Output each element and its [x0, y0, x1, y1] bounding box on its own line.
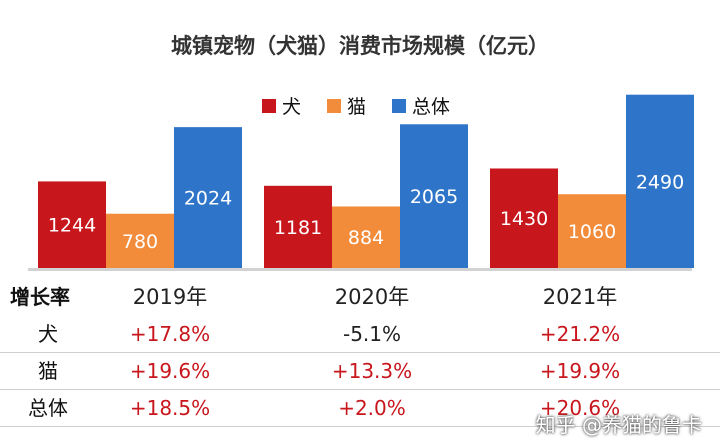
- growth-value: +17.8%: [129, 322, 211, 346]
- data-label-total-2021年: 2490: [636, 171, 684, 193]
- bar-total-2019年: [174, 127, 242, 268]
- year-label-2020: 2020年: [334, 285, 410, 309]
- growth-value: +21.2%: [539, 322, 621, 346]
- data-label-cat-2020年: 884: [348, 227, 384, 249]
- growth-row-cat: 猫 +19.6% +13.3% +19.9%: [0, 353, 720, 390]
- legend-label-dog: 犬: [282, 96, 302, 118]
- legend-swatch-dog: [262, 98, 276, 113]
- growth-value: -5.1%: [342, 322, 402, 346]
- growth-value: +19.9%: [539, 359, 621, 383]
- legend-label-total: 总体: [412, 96, 451, 118]
- data-label-total-2019年: 2024: [184, 188, 232, 210]
- growth-rate-label: 增长率: [10, 285, 70, 309]
- legend-swatch-total: [392, 98, 407, 113]
- legend-item-dog: 犬: [262, 92, 301, 119]
- bar-dog-2020年: [264, 185, 332, 268]
- year-label-2021: 2021年: [542, 285, 618, 309]
- bar-dog-2019年: [38, 181, 106, 268]
- data-label-cat-2021年: 1060: [568, 221, 616, 243]
- data-label-cat-2019年: 780: [122, 231, 158, 253]
- bar-cat-2019年: [106, 213, 174, 268]
- data-label-dog-2019年: 1244: [48, 215, 96, 237]
- bar-total-2021年: [626, 94, 694, 268]
- legend-label-cat: 猫: [347, 96, 367, 118]
- growth-row-label: 猫: [38, 359, 58, 383]
- chart-title: 城镇宠物（犬猫）消费市场规模（亿元）: [171, 34, 549, 58]
- bar-cat-2020年: [332, 206, 400, 268]
- growth-value: +20.6%: [539, 396, 621, 420]
- growth-value: +18.5%: [129, 396, 211, 420]
- legend-item-cat: 猫: [327, 92, 366, 119]
- data-label-total-2020年: 2065: [410, 186, 458, 208]
- bar-total-2020年: [400, 124, 468, 268]
- growth-table-header: 增长率 2019年 2020年 2021年: [0, 278, 720, 316]
- data-label-dog-2020年: 1181: [274, 217, 322, 239]
- growth-value: +2.0%: [338, 396, 406, 420]
- data-label-dog-2021年: 1430: [500, 208, 548, 230]
- legend: 犬 猫 总体: [262, 92, 450, 119]
- legend-swatch-cat: [327, 98, 342, 113]
- bar-cat-2021年: [558, 194, 626, 268]
- chart-baseline: [28, 268, 692, 271]
- year-label-2019: 2019年: [132, 285, 208, 309]
- growth-row-dog: 犬 +17.8% -5.1% +21.2%: [0, 316, 720, 353]
- growth-value: +19.6%: [129, 359, 211, 383]
- legend-item-total: 总体: [392, 92, 450, 119]
- bar-dog-2021年: [490, 168, 558, 268]
- growth-rate-table: 增长率 2019年 2020年 2021年 犬 +17.8% -5.1% +21…: [0, 278, 720, 427]
- growth-row-label: 犬: [38, 322, 58, 346]
- watermark-footer: 知乎 @养猫的鲁卡: [535, 413, 702, 437]
- growth-row-total: 总体 +18.5% +2.0% +20.6%: [0, 390, 720, 427]
- growth-value: +13.3%: [331, 359, 413, 383]
- growth-row-label: 总体: [28, 396, 68, 420]
